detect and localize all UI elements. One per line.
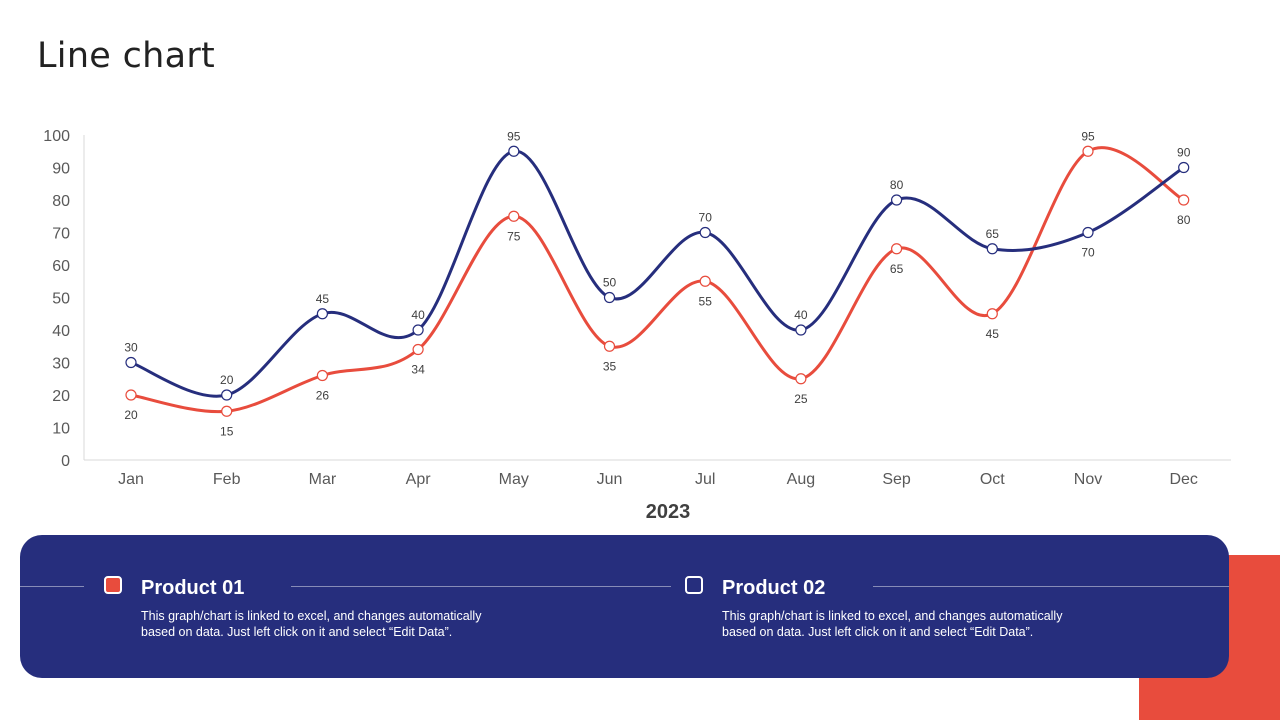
- legend-panel: Product 01 This graph/chart is linked to…: [20, 535, 1229, 678]
- data-label-product-02: 40: [411, 308, 425, 322]
- data-label-product-01: 26: [316, 389, 330, 403]
- data-label-product-02: 30: [124, 341, 138, 355]
- x-tick-label: Mar: [309, 471, 337, 488]
- y-tick-label: 100: [43, 128, 70, 145]
- data-point-product-02[interactable]: [603, 291, 616, 304]
- legend-title-product-02: Product 02: [722, 577, 826, 599]
- data-label-product-02: 65: [986, 227, 1000, 241]
- data-point-product-01[interactable]: [986, 308, 998, 320]
- line-chart[interactable]: 0 10 20 30 40 50 60 70 80 90 100 Jan Feb Mar Apr May Jun…: [0, 0, 1280, 535]
- data-point-product-01[interactable]: [125, 389, 137, 401]
- data-point-product-02[interactable]: [986, 243, 998, 255]
- series-line-product-02[interactable]: [130, 149, 1185, 398]
- data-point-product-01[interactable]: [1082, 145, 1094, 157]
- x-tick-label: Jan: [118, 471, 144, 488]
- x-tick-label: Jul: [695, 471, 715, 488]
- data-point-product-02[interactable]: [412, 324, 424, 336]
- legend-description-line: This graph/chart is linked to excel, and…: [141, 609, 482, 623]
- data-label-product-01: 45: [986, 327, 1000, 341]
- data-point-product-01[interactable]: [699, 275, 711, 287]
- legend-title-product-01: Product 01: [141, 577, 245, 599]
- legend-description-line: This graph/chart is linked to excel, and…: [722, 609, 1063, 623]
- y-tick-label: 30: [52, 356, 70, 373]
- data-point-product-01[interactable]: [412, 343, 424, 356]
- panel-divider: [20, 586, 84, 587]
- page-title: Line chart: [37, 36, 216, 76]
- x-tick-label: Dec: [1169, 471, 1197, 488]
- x-tick-label: Jun: [597, 471, 623, 488]
- x-tick-label: Nov: [1074, 471, 1102, 488]
- data-point-product-02[interactable]: [125, 356, 137, 369]
- x-axis-title: 2023: [646, 501, 691, 523]
- y-tick-label: 80: [52, 193, 70, 210]
- x-tick-label: Apr: [406, 471, 432, 488]
- panel-divider: [291, 586, 671, 587]
- data-point-product-02[interactable]: [890, 194, 903, 206]
- data-point-product-01[interactable]: [603, 340, 616, 352]
- x-tick-label: Feb: [213, 471, 241, 488]
- data-label-product-01: 20: [124, 408, 138, 422]
- y-tick-label: 40: [52, 323, 70, 340]
- data-label-product-02: 45: [316, 292, 330, 306]
- y-tick-label: 20: [52, 388, 70, 405]
- data-label-product-01: 65: [890, 262, 904, 276]
- data-point-product-02[interactable]: [221, 389, 233, 401]
- data-point-product-01[interactable]: [795, 373, 807, 385]
- data-point-product-02[interactable]: [699, 226, 711, 239]
- data-label-product-01: 95: [1081, 129, 1095, 143]
- data-label-product-02: 90: [1177, 146, 1191, 160]
- data-label-product-02: 70: [1081, 246, 1095, 260]
- legend-description-line: based on data. Just left click on it and…: [722, 625, 1034, 639]
- data-label-product-01: 80: [1177, 213, 1191, 227]
- data-label-product-02: 20: [220, 373, 234, 387]
- data-point-product-01[interactable]: [508, 210, 520, 222]
- y-tick-label: 70: [52, 226, 70, 243]
- legend-description-line: based on data. Just left click on it and…: [141, 625, 453, 639]
- data-point-product-02[interactable]: [508, 145, 520, 157]
- data-label-product-01: 15: [220, 424, 234, 438]
- legend-swatch-product-01: [104, 576, 122, 594]
- data-point-product-01[interactable]: [890, 243, 903, 255]
- data-point-product-02[interactable]: [1178, 161, 1190, 174]
- data-label-product-01: 75: [507, 229, 521, 243]
- data-point-product-02[interactable]: [1082, 226, 1094, 239]
- data-label-product-02: 80: [890, 178, 904, 192]
- data-point-product-02[interactable]: [316, 308, 328, 320]
- series-line-product-01[interactable]: [130, 146, 1185, 414]
- data-point-product-02[interactable]: [795, 324, 807, 336]
- data-label-product-01: 34: [411, 363, 425, 377]
- data-label-product-02: 50: [603, 276, 617, 290]
- data-point-product-01[interactable]: [221, 405, 233, 417]
- legend-description-product-01: This graph/chart is linked to excel, and…: [141, 608, 521, 640]
- y-tick-label: 60: [52, 258, 70, 275]
- data-label-product-01: 55: [699, 294, 713, 308]
- y-tick-label: 0: [61, 453, 70, 470]
- x-tick-label: May: [499, 471, 529, 488]
- legend-description-product-02: This graph/chart is linked to excel, and…: [722, 608, 1102, 640]
- data-point-product-01[interactable]: [1178, 194, 1190, 206]
- data-label-product-01: 25: [794, 392, 808, 406]
- data-label-product-02: 95: [507, 129, 521, 143]
- data-label-product-02: 70: [699, 211, 713, 225]
- panel-divider: [873, 586, 1229, 587]
- y-tick-label: 10: [52, 421, 70, 438]
- x-tick-label: Aug: [787, 471, 815, 488]
- data-label-product-02: 40: [794, 308, 808, 322]
- x-tick-label: Sep: [882, 471, 911, 488]
- x-tick-label: Oct: [980, 471, 1005, 488]
- legend-swatch-product-02: [685, 576, 703, 594]
- data-label-product-01: 35: [603, 359, 617, 373]
- y-tick-label: 50: [52, 291, 70, 308]
- y-tick-label: 90: [52, 161, 70, 178]
- data-point-product-01[interactable]: [316, 369, 328, 382]
